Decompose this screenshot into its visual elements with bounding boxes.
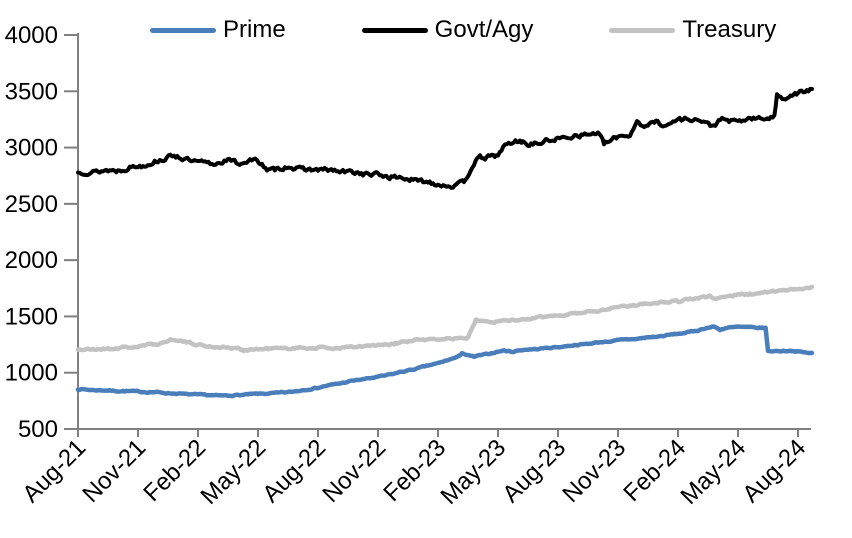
svg-text:Aug-21: Aug-21 xyxy=(17,434,91,508)
chart-legend: Prime Govt/Agy Treasury xyxy=(150,18,776,42)
svg-text:Nov-23: Nov-23 xyxy=(557,434,631,508)
svg-text:3000: 3000 xyxy=(5,135,58,162)
svg-text:May-23: May-23 xyxy=(436,434,512,510)
svg-text:500: 500 xyxy=(18,416,58,443)
svg-text:Nov-22: Nov-22 xyxy=(317,434,391,508)
svg-text:2500: 2500 xyxy=(5,191,58,218)
svg-text:Aug-24: Aug-24 xyxy=(737,434,811,508)
svg-text:May-22: May-22 xyxy=(196,434,272,510)
treasury-line-swatch-icon xyxy=(609,27,676,33)
legend-item-govt-agy: Govt/Agy xyxy=(361,16,534,43)
legend-label-govt-agy: Govt/Agy xyxy=(434,16,534,43)
svg-text:1500: 1500 xyxy=(5,303,58,330)
svg-text:2000: 2000 xyxy=(5,247,58,274)
legend-label-prime: Prime xyxy=(223,16,286,43)
prime-line-swatch-icon xyxy=(150,27,216,33)
svg-text:Aug-23: Aug-23 xyxy=(497,434,571,508)
svg-text:May-24: May-24 xyxy=(676,434,752,510)
govt-agy-line-swatch-icon xyxy=(361,27,428,33)
svg-text:Nov-21: Nov-21 xyxy=(77,434,151,508)
svg-text:1000: 1000 xyxy=(5,360,58,387)
svg-text:3500: 3500 xyxy=(5,78,58,105)
legend-label-treasury: Treasury xyxy=(682,16,777,43)
legend-item-prime: Prime xyxy=(150,18,286,42)
legend-item-treasury: Treasury xyxy=(609,18,776,42)
svg-text:4000: 4000 xyxy=(5,22,58,49)
svg-text:Aug-22: Aug-22 xyxy=(257,434,331,508)
